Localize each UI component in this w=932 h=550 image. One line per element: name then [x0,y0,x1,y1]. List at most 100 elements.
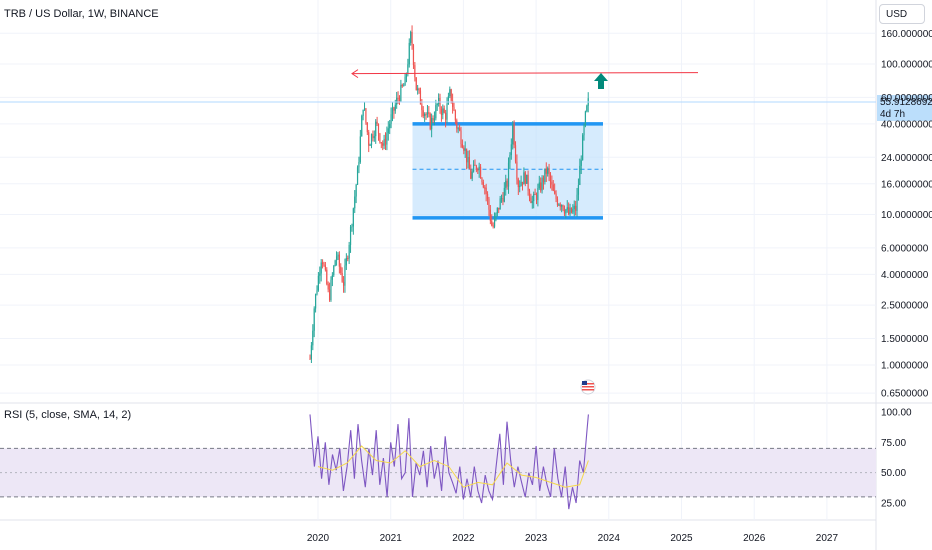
candle-body [579,165,581,186]
candle-body [368,132,370,146]
rsi-ma-line [317,445,589,488]
candle-body [408,42,410,65]
candle-body [576,194,578,211]
candle-body [477,169,479,171]
candle-body [351,226,353,228]
candle-body [492,225,494,227]
candle-body [404,76,406,86]
rsi-indicator [0,414,876,510]
price-tick-label: 4.0000000 [881,270,929,281]
candle-body [365,108,367,123]
price-tick-label: 100.0000000 [881,60,932,71]
candle-body [373,136,375,139]
candle-body [431,118,433,130]
rsi-axis[interactable]: 100.00 75.00 50.00 25.00 [881,408,912,510]
candle-body [354,196,356,209]
candle-body [521,181,524,185]
up-arrow-icon[interactable] [594,73,608,89]
countdown-label: 4d 7h [880,109,905,120]
currency-selector[interactable]: USD [879,4,925,24]
candle-body [377,123,380,134]
candle-body [438,97,440,104]
candle-body [514,145,517,162]
price-tick-label: 6.0000000 [881,243,929,254]
candle-body [446,104,448,120]
candle-body [331,275,333,280]
candle-body [499,198,501,210]
candle-body [442,108,444,115]
candle-body [563,209,566,214]
candle-body [503,187,505,202]
candle-body [363,108,366,110]
candle-body [314,294,317,309]
candle-body [458,128,461,131]
price-tick-label: 1.0000000 [881,361,929,372]
candle-body [489,209,491,221]
time-tick-label: 2021 [380,533,403,544]
candle-body [465,148,468,163]
candle-body [417,88,419,91]
candle-body [583,125,585,136]
candle-body [415,77,417,91]
candle-body [390,114,392,124]
candle-body [481,178,483,183]
price-tick-label: 2.5000000 [881,301,929,312]
candle-body [493,217,496,227]
candle-body [338,254,340,267]
candle-body [324,265,326,270]
last-price-label: 55.9128692 [880,97,932,108]
candle-body [544,168,546,183]
candle-body [554,190,556,194]
candle-body [475,165,477,170]
candle-body [479,166,482,179]
candle-body [313,308,315,331]
candle-body [495,213,497,218]
candle-body [352,208,354,227]
candle-body [528,190,531,198]
candle-body [342,281,345,286]
candle-body [369,144,371,146]
time-tick-label: 2025 [670,533,693,544]
candle-body [453,106,455,111]
candle-body [474,164,476,166]
candle-body [358,162,360,168]
candle-body [573,205,575,210]
candle-body [461,144,463,148]
candle-body [319,273,321,276]
parallel-channel[interactable] [412,122,603,220]
rsi-title[interactable]: RSI (5, close, SMA, 14, 2) [4,409,131,421]
candle-body [513,123,515,146]
candle-body [468,156,470,170]
candle-body [540,182,542,191]
candle-body [424,114,426,116]
candle-body [467,156,469,163]
candle-body [538,182,540,189]
candle-body [403,85,405,87]
resistance-line[interactable] [351,72,699,75]
candle-body [326,269,328,285]
time-axis[interactable]: 2020 2021 2022 2023 2024 2025 2026 2027 [307,533,839,544]
candle-body [405,73,408,77]
candle-body [506,180,508,187]
time-tick-label: 2027 [816,533,839,544]
channel-fill [412,123,603,218]
last-price-badge[interactable] [877,94,932,121]
candle-body [366,122,368,133]
candle-body [568,207,570,215]
candle-body [386,133,388,145]
candle-body [524,172,526,184]
candle-body [345,258,347,266]
candle-body [472,164,475,172]
price-tick-label: 60.0000000 [881,93,932,104]
candle-body [316,290,318,295]
candle-body [418,88,420,91]
candle-body [569,207,571,215]
us-flag-icon[interactable] [580,379,596,395]
symbol-title[interactable]: TRB / US Dollar, 1W, BINANCE [4,8,159,20]
flag-stripe [582,386,594,388]
candle-body [452,100,454,107]
candle-body [558,204,560,206]
price-axis[interactable]: 160.0000000 100.0000000 60.0000000 40.00000… [881,29,932,400]
